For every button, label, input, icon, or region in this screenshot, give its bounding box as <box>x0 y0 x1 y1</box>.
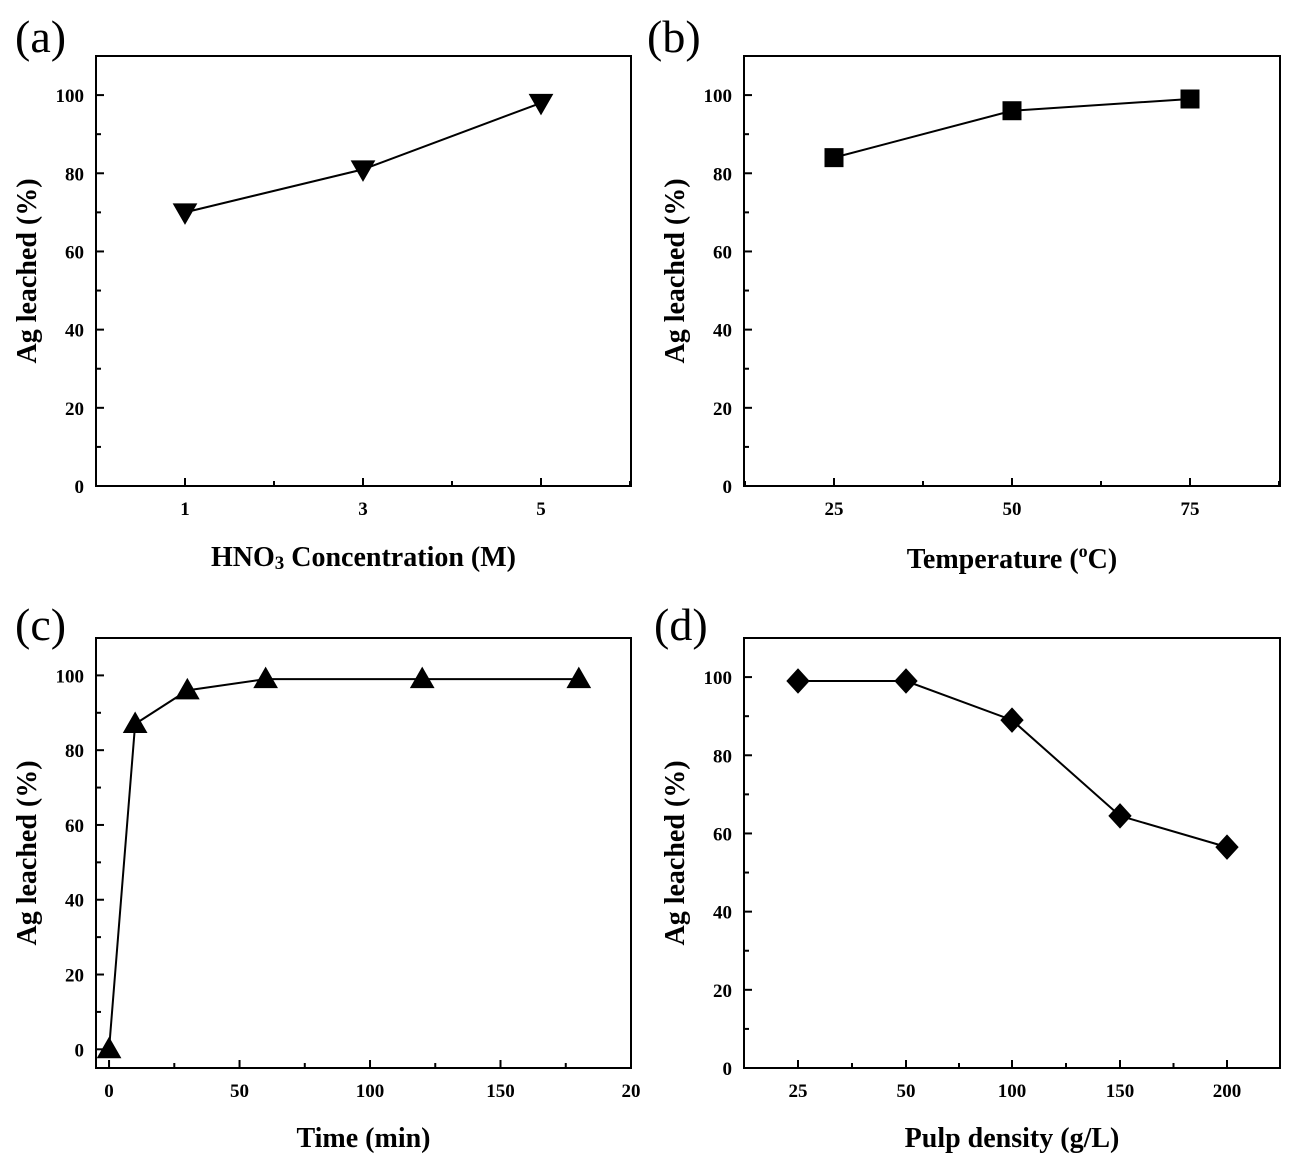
x-tick-label: 0 <box>104 1081 114 1102</box>
chart-panel-b: (b) 0 20 40 60 80 100 25 50 75 Ag leached (%) Tempe… <box>647 11 1281 575</box>
y-tick-label: 60 <box>65 242 84 263</box>
y-tick-label: 80 <box>65 741 84 762</box>
y-tick-label: 100 <box>56 666 85 687</box>
series-line <box>184 101 542 214</box>
data-point <box>1108 803 1132 829</box>
y-tick-label: 80 <box>713 746 732 767</box>
panel-label: (d) <box>654 599 708 650</box>
series-line <box>798 680 1228 849</box>
data-point <box>172 203 198 225</box>
y-tick-label: 60 <box>713 824 732 845</box>
data-point <box>528 93 554 116</box>
data-point <box>824 148 844 168</box>
panel-label: (a) <box>15 11 66 62</box>
x-axis-title: Temperature (oC) <box>907 541 1117 575</box>
x-tick-label: 75 <box>1181 499 1200 520</box>
x-tick-label: 50 <box>1003 499 1022 520</box>
y-tick-label: 40 <box>65 321 84 342</box>
x-axis-title: HNO3 Concentration (M) <box>211 542 516 574</box>
plot-frame <box>95 55 632 487</box>
x-axis-title: Time (min) <box>296 1123 430 1154</box>
x-tick-label: 200 <box>1213 1081 1242 1102</box>
y-tick-label: 0 <box>723 1059 733 1080</box>
y-axis-title: Ag leached (%) <box>12 178 43 363</box>
data-point <box>566 666 592 689</box>
x-tick-label: 1 <box>180 499 190 520</box>
y-tick-label: 60 <box>713 242 732 263</box>
chart-panel-a: (a) 0 20 40 60 80 100 1 3 5 Ag leached (%) HNO3 Con… <box>12 11 632 574</box>
x-axis-title: Pulp density (g/L) <box>905 1123 1120 1154</box>
x-tick-label: 150 <box>486 1081 515 1102</box>
data-point <box>96 1036 122 1059</box>
y-tick-label: 60 <box>65 816 84 837</box>
plot-frame <box>95 637 632 1069</box>
y-tick-label: 40 <box>713 903 732 924</box>
chart-panel-c: (c) 0 20 40 60 80 100 0 50 100 150 20 Ag leached (%)… <box>12 599 641 1154</box>
plot-frame <box>743 637 1281 1069</box>
y-tick-label: 100 <box>56 86 85 107</box>
y-axis-title: Ag leached (%) <box>660 760 691 945</box>
data-point <box>253 666 278 689</box>
y-tick-label: 40 <box>65 891 84 912</box>
x-tick-label: 150 <box>1106 1081 1135 1102</box>
panel-label: (c) <box>15 599 66 650</box>
data-point <box>1002 101 1022 121</box>
y-tick-label: 40 <box>713 321 732 342</box>
series-line <box>108 678 579 1050</box>
y-axis-title: Ag leached (%) <box>12 760 43 945</box>
x-tick-label: 50 <box>230 1081 249 1102</box>
x-tick-label: 100 <box>998 1081 1027 1102</box>
x-tick-label: 5 <box>536 499 546 520</box>
y-tick-label: 20 <box>713 399 732 420</box>
x-tick-label: 25 <box>789 1081 808 1102</box>
data-point <box>786 668 810 694</box>
data-point <box>894 668 918 694</box>
data-point <box>1180 89 1200 109</box>
x-tick-label: 25 <box>825 499 844 520</box>
y-tick-label: 20 <box>65 966 84 987</box>
data-point <box>1000 707 1024 733</box>
y-tick-label: 0 <box>723 477 733 498</box>
x-tick-label: 20 <box>622 1081 641 1102</box>
y-tick-label: 80 <box>713 164 732 185</box>
data-point <box>122 711 148 733</box>
data-point <box>350 160 376 182</box>
data-point <box>174 677 200 700</box>
y-tick-label: 0 <box>75 1040 85 1061</box>
y-tick-label: 100 <box>704 668 733 689</box>
y-axis-title: Ag leached (%) <box>660 178 691 363</box>
data-point <box>1215 834 1239 860</box>
x-tick-label: 100 <box>356 1081 385 1102</box>
plot-frame <box>743 55 1281 487</box>
chart-panel-d: (d) 0 20 40 60 80 100 25 50 100 150 200 Ag leached (… <box>654 599 1281 1154</box>
y-tick-label: 80 <box>65 164 84 185</box>
panel-label: (b) <box>647 11 701 62</box>
y-tick-label: 20 <box>65 399 84 420</box>
y-tick-label: 20 <box>713 981 732 1002</box>
y-tick-label: 100 <box>704 86 733 107</box>
x-tick-label: 3 <box>358 499 368 520</box>
x-tick-label: 50 <box>897 1081 916 1102</box>
data-point <box>409 666 435 689</box>
y-tick-label: 0 <box>75 477 85 498</box>
